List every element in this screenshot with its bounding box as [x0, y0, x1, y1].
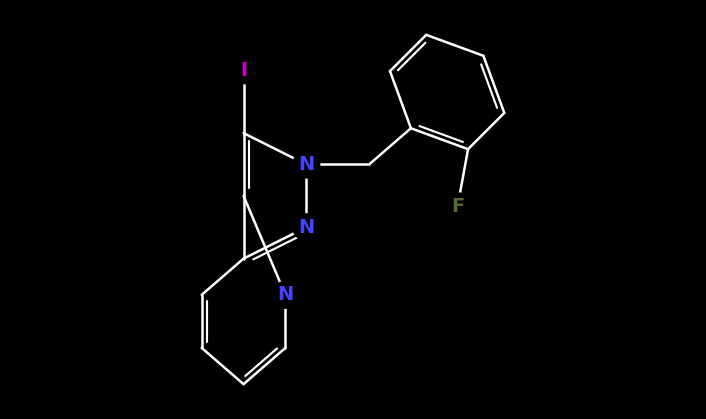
Circle shape: [444, 193, 471, 220]
Text: N: N: [298, 155, 314, 174]
Text: N: N: [298, 218, 314, 237]
Circle shape: [272, 282, 299, 308]
Circle shape: [230, 57, 257, 84]
Text: I: I: [240, 61, 247, 80]
Text: F: F: [451, 197, 465, 216]
Text: N: N: [277, 285, 294, 304]
Circle shape: [293, 151, 320, 178]
Circle shape: [293, 214, 320, 241]
